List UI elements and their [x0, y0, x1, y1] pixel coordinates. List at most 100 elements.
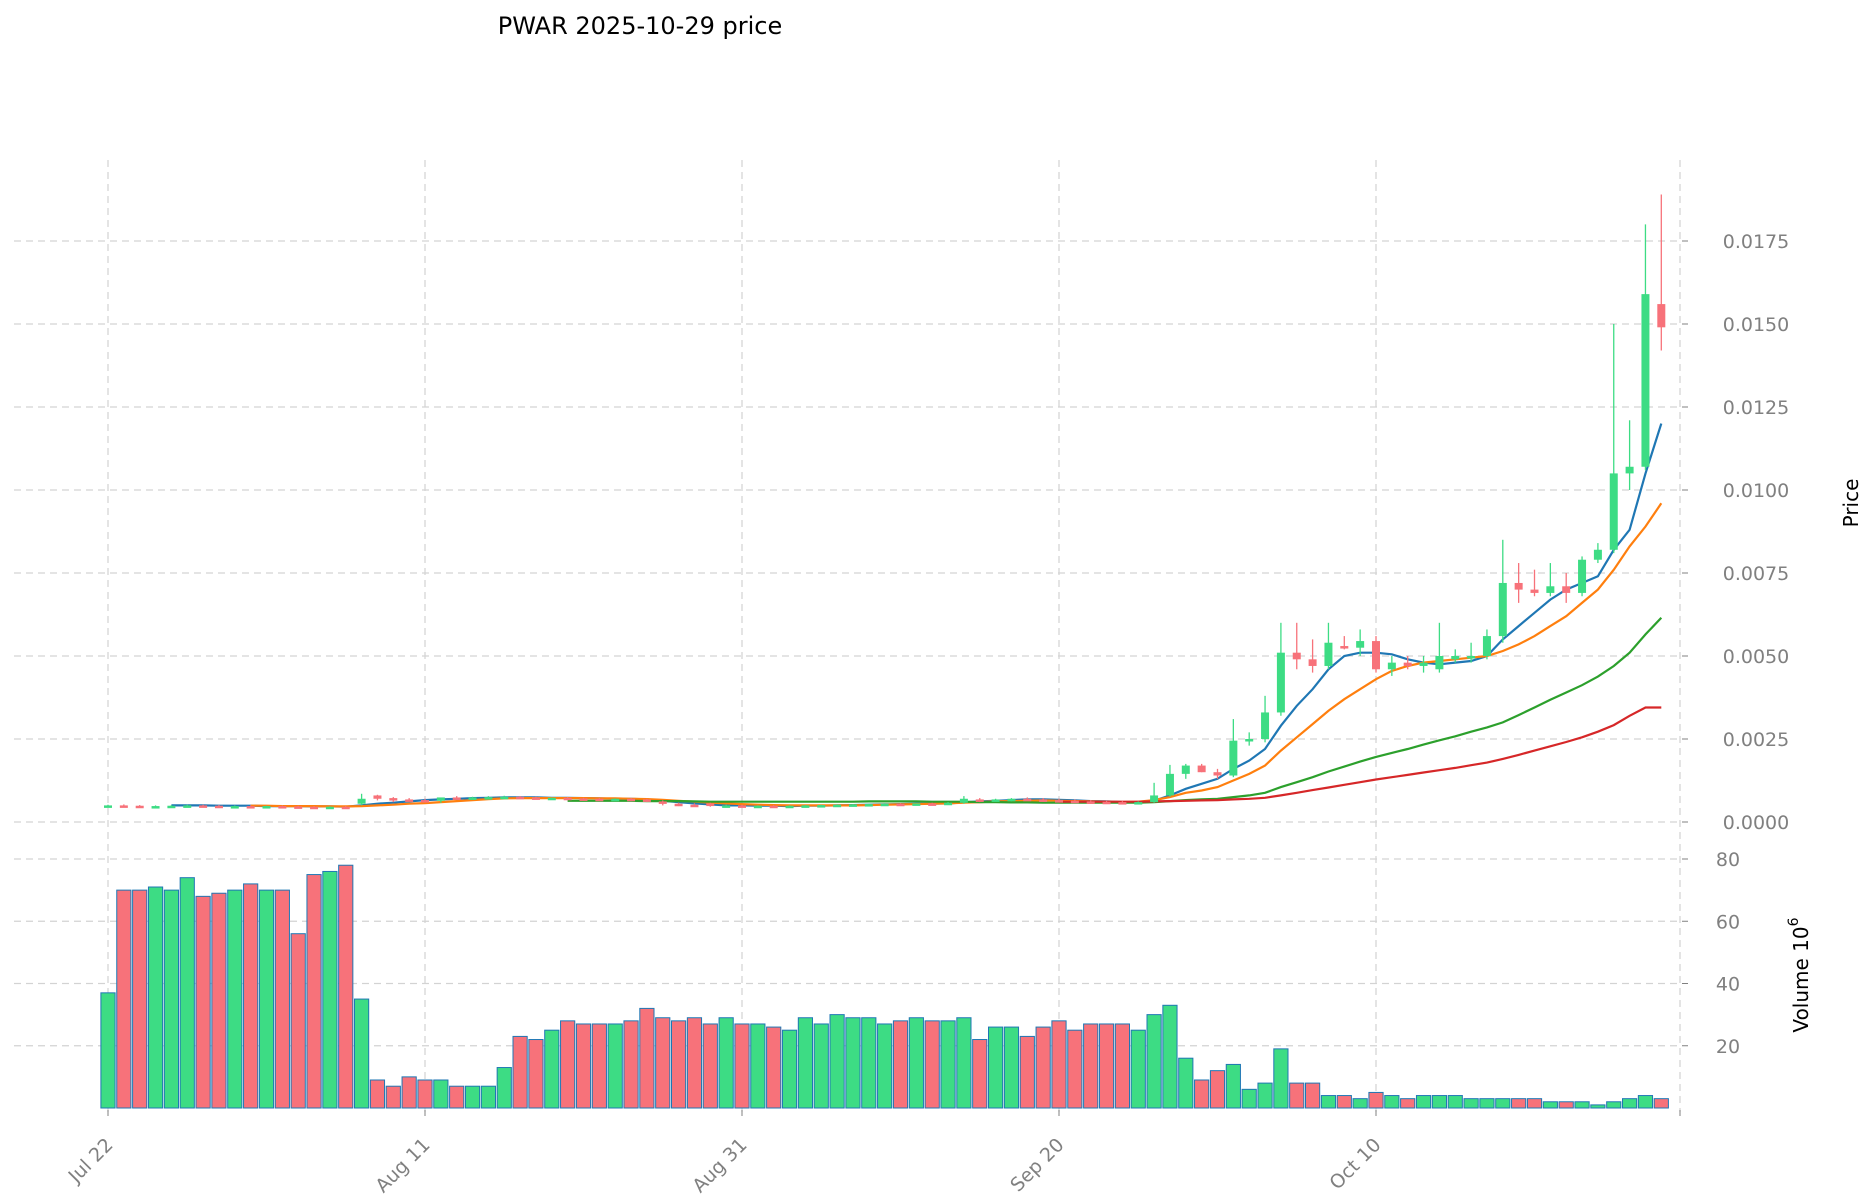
candle-body: [230, 806, 239, 809]
volume-bar: [575, 1023, 592, 1109]
candle-body: [214, 805, 223, 809]
x-tick-label: Sep 20: [1006, 1134, 1068, 1196]
volume-bar: [1098, 1023, 1115, 1109]
volume-bar: [1415, 1095, 1432, 1109]
volume-bar: [1574, 1101, 1590, 1109]
volume-bar: [797, 1017, 813, 1109]
candle-body: [595, 798, 604, 802]
volume-bar: [718, 1017, 734, 1109]
candle-body: [896, 803, 905, 807]
volume-bar: [655, 1017, 671, 1109]
price-axis-title: Price: [1839, 479, 1863, 528]
volume-bar: [892, 1020, 909, 1109]
moving-average-line: [1059, 706, 1662, 803]
candle-body: [928, 803, 937, 806]
volume-bar: [1083, 1023, 1099, 1109]
candle-body: [325, 806, 334, 810]
volume-bar: [1178, 1057, 1194, 1109]
candle-body: [563, 797, 572, 801]
candle-body: [452, 797, 461, 800]
volume-bar: [1653, 1098, 1669, 1109]
candle-body: [389, 798, 398, 801]
volume-bar: [1320, 1095, 1337, 1109]
volume-bar: [100, 992, 116, 1109]
candle-body: [1308, 659, 1317, 666]
candle-body: [1055, 800, 1063, 803]
volume-bar: [1146, 1014, 1162, 1109]
volume-bar: [512, 1035, 528, 1109]
volume-bar: [227, 889, 243, 1109]
volume-bar: [132, 889, 148, 1109]
candle-body: [1150, 795, 1159, 803]
candle-body: [468, 797, 477, 800]
volume-bar: [591, 1023, 607, 1109]
candle-body: [310, 806, 319, 810]
volume-bar: [1495, 1098, 1511, 1109]
candle-body: [1007, 798, 1016, 802]
candle-body: [119, 805, 128, 808]
volume-bar: [243, 883, 259, 1109]
volume-bar: [195, 895, 211, 1109]
volume-bar: [1019, 1035, 1035, 1109]
volume-bar: [1352, 1098, 1368, 1109]
volume-tick-label: 20: [1716, 1036, 1740, 1058]
candle-body: [484, 797, 493, 800]
candle-body: [1641, 294, 1650, 467]
candle-body: [1261, 712, 1270, 739]
candle-body: [1039, 799, 1048, 802]
candle-body: [658, 801, 667, 804]
candle-body: [1070, 800, 1079, 804]
candle-body: [1498, 582, 1507, 637]
candle-body: [1276, 652, 1285, 713]
volume-bar: [1511, 1098, 1527, 1109]
candle-body: [1578, 559, 1587, 593]
candle-body: [1118, 802, 1127, 805]
candle-body: [1546, 586, 1555, 593]
volume-bar: [1130, 1029, 1146, 1109]
candle-body: [135, 805, 144, 809]
volume-bar: [972, 1039, 988, 1109]
moving-average-line: [171, 423, 1663, 808]
candle-body: [1023, 798, 1032, 802]
candle-body: [944, 802, 953, 806]
volume-bar: [1194, 1079, 1210, 1109]
price-tick-label: 0.0100: [1723, 480, 1789, 502]
candle-body: [357, 798, 366, 804]
volume-bar: [940, 1020, 956, 1109]
volume-bar: [1114, 1023, 1131, 1109]
volume-bar: [956, 1017, 972, 1109]
volume-bar: [1209, 1070, 1226, 1109]
volume-bar: [306, 874, 322, 1109]
candle-body: [912, 803, 921, 806]
volume-tick-label: 80: [1716, 849, 1740, 871]
candle-body: [1245, 739, 1254, 742]
candle-body: [753, 805, 762, 809]
volume-bars: [100, 864, 1669, 1109]
x-tick-label: Aug 31: [688, 1134, 751, 1197]
candle-body: [690, 804, 699, 808]
volume-bar: [116, 889, 132, 1109]
volume-bar: [1479, 1098, 1495, 1109]
svg-text:Volume 106: Volume 106: [1786, 917, 1813, 1032]
candle-body: [1387, 662, 1396, 670]
volume-bar: [1431, 1095, 1448, 1109]
volume-bar: [1336, 1095, 1352, 1109]
volume-bar: [369, 1079, 386, 1109]
price-tick-label: 0.0050: [1723, 646, 1789, 668]
candle-body: [975, 799, 984, 802]
volume-bar: [1542, 1101, 1558, 1109]
candle-body: [373, 795, 382, 799]
volume-bar: [623, 1020, 639, 1109]
candle-body: [1181, 765, 1190, 774]
volume-bar: [908, 1017, 924, 1109]
candle-body: [246, 806, 255, 809]
volume-bar: [1003, 1026, 1020, 1109]
volume-bar: [845, 1017, 861, 1109]
candle-body: [959, 798, 968, 803]
volume-axis-title: Volume 106: [1786, 917, 1813, 1032]
price-tick-label: 0.0000: [1723, 812, 1789, 834]
volume-bar: [1067, 1029, 1083, 1109]
candle-body: [880, 803, 889, 807]
candle-body: [104, 805, 112, 808]
